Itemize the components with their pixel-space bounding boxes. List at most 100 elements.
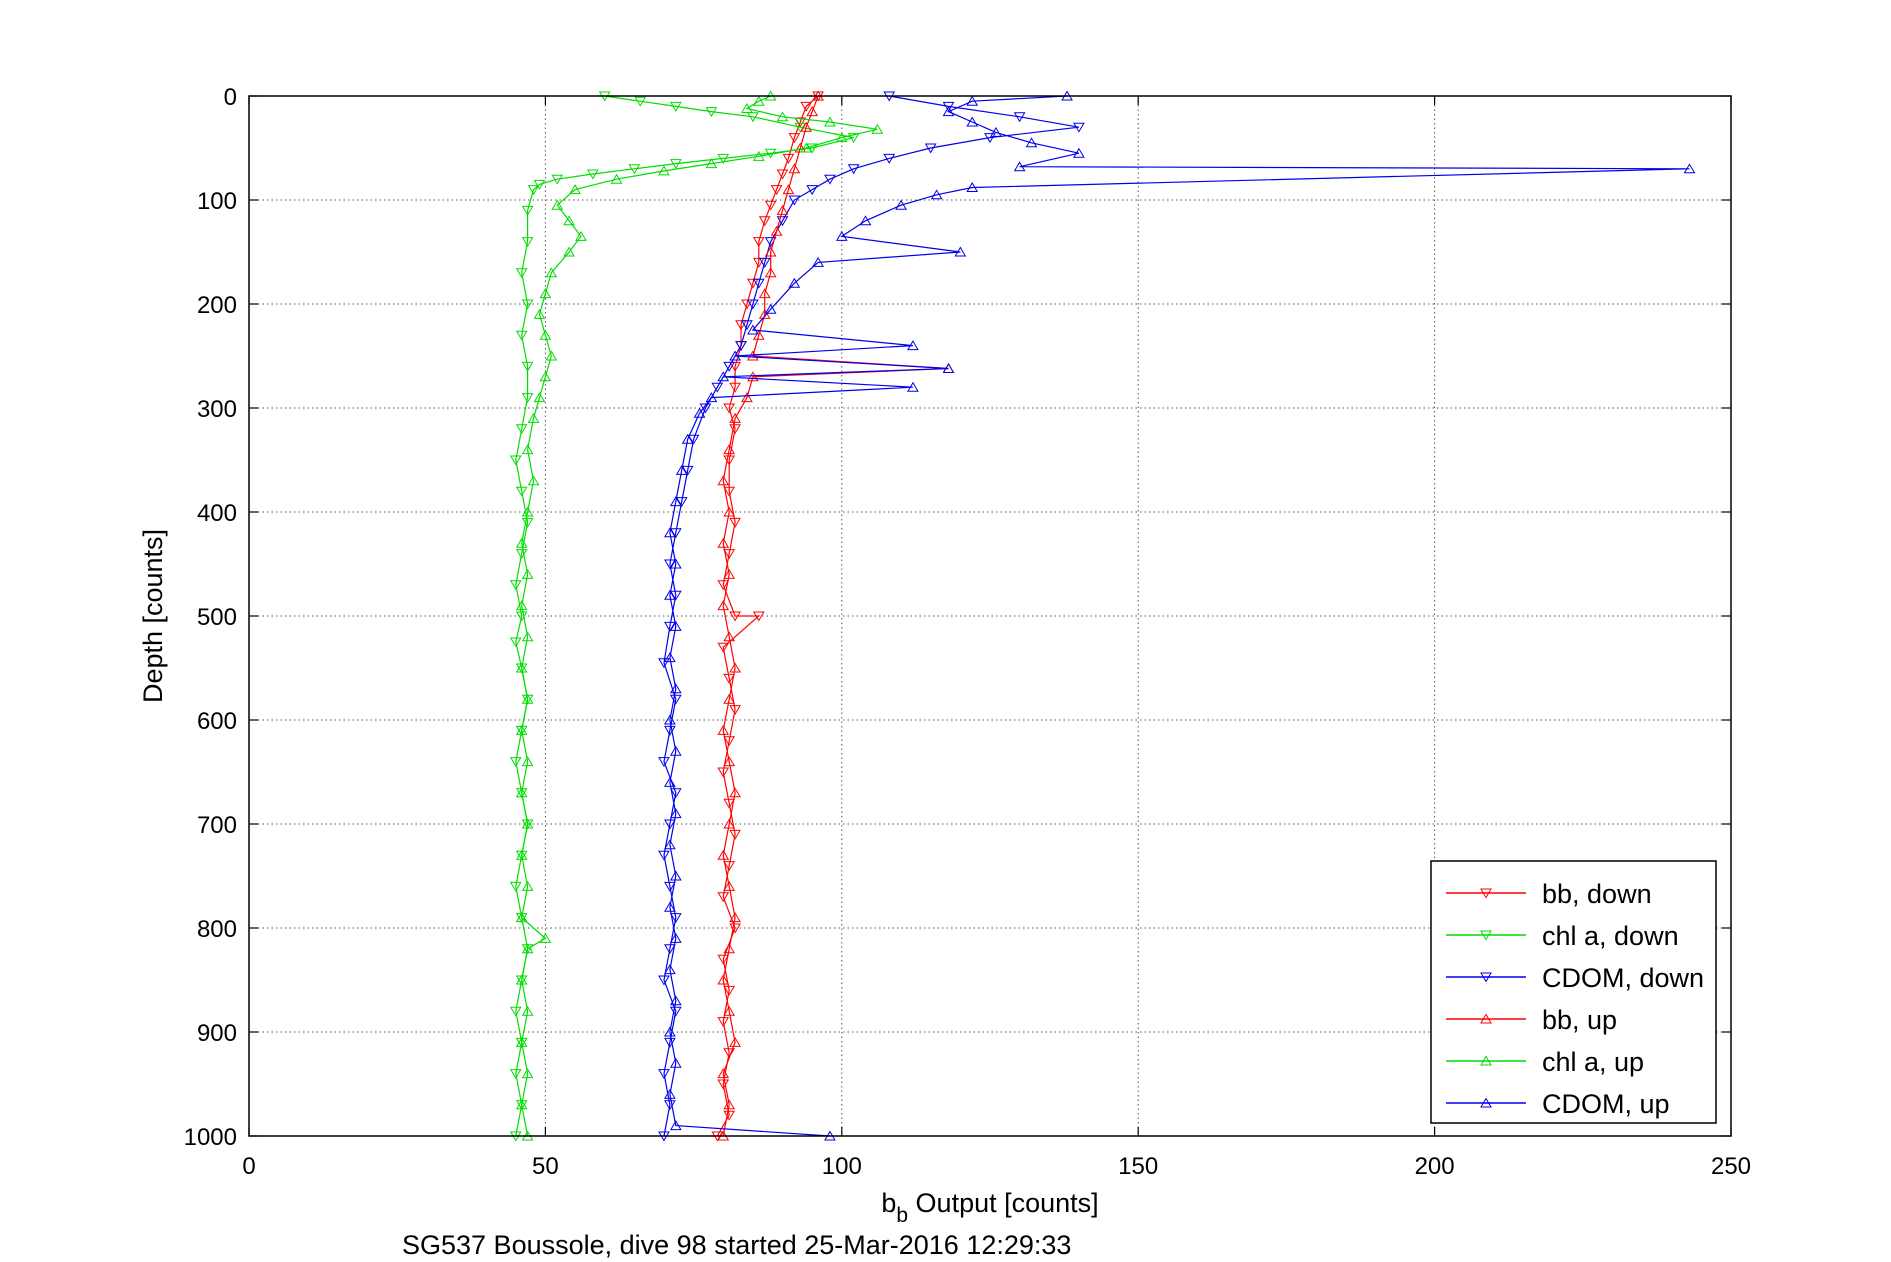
series-line xyxy=(716,95,819,1137)
data-point xyxy=(1013,161,1026,172)
data-point xyxy=(539,329,552,340)
legend-label: CDOM, down xyxy=(1542,963,1704,993)
y-tick-label: 1000 xyxy=(184,1124,237,1151)
y-tick-label: 500 xyxy=(197,604,237,631)
data-point xyxy=(966,116,979,127)
data-point xyxy=(788,277,801,288)
data-point xyxy=(681,465,694,476)
data-point xyxy=(515,849,528,860)
data-point xyxy=(723,631,736,642)
data-point xyxy=(669,558,682,569)
data-point xyxy=(669,788,682,799)
data-point xyxy=(527,185,540,196)
y-tick-label: 100 xyxy=(197,188,237,215)
data-point xyxy=(669,870,682,881)
data-point xyxy=(669,683,682,694)
data-point xyxy=(824,174,836,185)
data-point xyxy=(835,230,848,241)
x-tick-label: 100 xyxy=(822,1153,862,1180)
x-axis-label: bb Output [counts] xyxy=(881,1188,1098,1227)
data-point xyxy=(533,179,546,190)
data-point xyxy=(521,299,534,310)
data-point xyxy=(717,580,730,591)
data-point xyxy=(729,912,741,923)
x-tick-label: 50 xyxy=(532,1153,559,1180)
data-point xyxy=(521,506,534,517)
y-tick-label: 400 xyxy=(197,500,237,527)
data-point xyxy=(990,126,1002,137)
data-point xyxy=(515,537,528,548)
data-point xyxy=(634,96,647,107)
data-point xyxy=(723,361,736,372)
data-point xyxy=(723,943,736,954)
data-point xyxy=(717,600,730,611)
data-point xyxy=(729,611,741,622)
data-point xyxy=(723,756,736,767)
data-point xyxy=(664,839,676,850)
data-point xyxy=(984,133,996,144)
series-5 xyxy=(664,90,1696,1141)
legend-label: chl a, up xyxy=(1542,1047,1644,1077)
data-point xyxy=(758,288,771,299)
data-point xyxy=(515,787,528,798)
x-tick-label: 250 xyxy=(1711,1153,1751,1180)
data-point xyxy=(681,433,694,444)
data-point xyxy=(723,673,736,684)
data-point xyxy=(723,506,736,517)
y-tick-label: 600 xyxy=(197,708,237,735)
series-layer xyxy=(509,90,1696,1142)
data-point xyxy=(747,371,759,382)
data-point xyxy=(747,278,759,289)
legend-swatch-marker xyxy=(1480,1055,1492,1066)
legend-swatch-marker xyxy=(1480,972,1492,983)
y-axis-label: Depth [counts] xyxy=(138,529,168,703)
data-point xyxy=(930,189,943,200)
legend-label: chl a, down xyxy=(1542,921,1679,951)
data-point xyxy=(723,693,736,704)
data-point xyxy=(521,361,534,372)
data-point xyxy=(806,106,819,117)
data-point xyxy=(717,849,730,860)
data-point xyxy=(675,497,688,508)
y-tick-label: 200 xyxy=(197,292,237,319)
data-point xyxy=(723,444,736,455)
data-point xyxy=(551,199,564,210)
data-point xyxy=(521,568,534,579)
data-point xyxy=(942,362,955,373)
data-point xyxy=(1073,122,1085,133)
data-point xyxy=(521,393,534,404)
data-point xyxy=(847,164,860,175)
data-point xyxy=(717,537,730,548)
data-point xyxy=(664,589,676,600)
data-point xyxy=(764,303,777,314)
data-point xyxy=(664,944,676,955)
data-point xyxy=(723,880,736,891)
data-point xyxy=(515,268,528,279)
series-line xyxy=(722,95,949,1137)
data-point xyxy=(575,230,587,241)
data-point xyxy=(729,412,741,423)
data-point xyxy=(770,225,783,236)
data-point xyxy=(509,637,522,648)
data-point xyxy=(515,724,528,735)
data-point xyxy=(515,424,528,435)
data-point xyxy=(800,142,813,153)
data-point xyxy=(521,205,534,216)
data-point xyxy=(824,116,836,127)
data-point xyxy=(717,1068,730,1079)
data-point xyxy=(723,861,736,872)
data-point xyxy=(664,714,676,725)
data-point xyxy=(729,662,741,673)
data-point xyxy=(741,320,753,331)
data-point xyxy=(551,174,564,185)
data-point xyxy=(664,776,676,787)
data-point xyxy=(717,371,730,382)
data-point xyxy=(776,169,789,180)
data-point xyxy=(669,590,682,601)
caption: SG537 Boussole, dive 98 started 25-Mar-2… xyxy=(402,1230,1071,1260)
data-point xyxy=(723,486,736,497)
data-point xyxy=(723,736,736,747)
data-point xyxy=(764,200,777,211)
x-tick-label: 0 xyxy=(242,1153,255,1180)
